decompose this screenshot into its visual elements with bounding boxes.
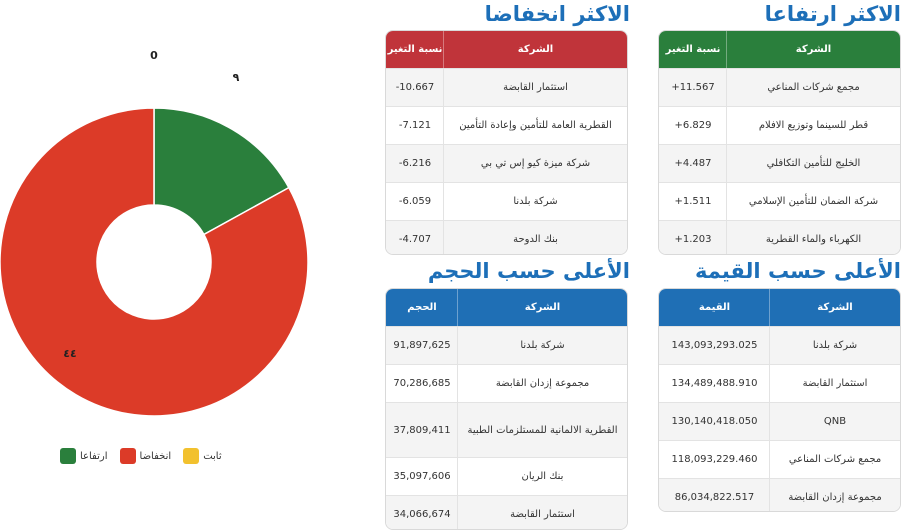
table-row[interactable]: استثمار القابضة 34,066,674 (386, 495, 627, 529)
value-cell: 37,809,411 (387, 403, 458, 457)
company-cell: بنك الريان (521, 471, 564, 482)
table-row[interactable]: مجموعة إزدان القابضة 86,034,822.517 (659, 478, 900, 511)
company-cell: مجموعة إزدان القابضة (788, 491, 882, 503)
legend-swatch-flat (183, 448, 200, 464)
legend-item-down[interactable]: انخفاضا (119, 448, 172, 464)
slice-up[interactable] (153, 107, 290, 236)
company-cell: الخليج للتأمين التكافلي (766, 158, 861, 169)
company-cell: استثمار القابضة (802, 378, 868, 389)
value-cell: 70,286,685 (387, 365, 458, 402)
table-row[interactable]: الخليج للتأمين التكافلي +4.487 (659, 144, 900, 182)
value-cell: 35,097,606 (387, 458, 458, 495)
market-breadth-donut-chart: ٩ ٤٤ 0 (0, 49, 309, 417)
table-row[interactable]: شركة بلدنا 143,093,293.025 (659, 326, 900, 364)
slice-label-up: ٩ (233, 71, 240, 84)
table-row[interactable]: شركة بلدنا -6.059 (386, 182, 627, 220)
by-volume-col-volume: الحجم (387, 289, 458, 326)
table-row[interactable]: استثمار القابضة 134,489,488.910 (659, 364, 900, 402)
company-cell: مجمع شركات المناعي (767, 82, 860, 93)
company-cell: شركة بلدنا (513, 196, 558, 207)
company-cell: شركة بلدنا (520, 340, 565, 351)
by-value-rows: شركة بلدنا 143,093,293.025 استثمار القابض… (659, 326, 900, 511)
by-value-title: الأعلى حسب القيمة (695, 259, 901, 283)
value-cell: +4.487 (660, 145, 727, 182)
value-cell: -4.707 (387, 221, 444, 254)
company-cell: الكهرباء والماء القطرية (765, 233, 862, 245)
company-cell: مجموعة إزدان القابضة (495, 378, 590, 389)
table-row[interactable]: شركة ميزة كيو إس تي بي -6.216 (386, 144, 627, 182)
by-value-col-company: الشركة (817, 302, 853, 313)
slice-down[interactable] (0, 107, 309, 417)
company-cell: بنك الدوحة (513, 233, 558, 245)
table-row[interactable]: مجمع شركات المناعي +11.567 (659, 68, 900, 106)
value-cell: -10.667 (387, 69, 444, 106)
gainers-col-company: الشركة (795, 44, 832, 55)
losers-table: الشركة نسبة التغير استثمار القابضة -10.66… (385, 30, 628, 255)
by-volume-table: الشركة الحجم شركة بلدنا 91,897,625 مجموعة… (385, 288, 628, 530)
table-row[interactable]: بنك الدوحة -4.707 (386, 220, 627, 254)
value-cell: -6.059 (387, 183, 444, 220)
company-cell: QNB (823, 416, 847, 427)
gainers-rows: مجمع شركات المناعي +11.567 قطر للسينما وت… (659, 68, 900, 254)
legend-label-down: انخفاضا (139, 450, 172, 462)
gainers-title: الاكثر ارتفاعا (764, 2, 901, 26)
legend-label-flat: ثابت (203, 450, 222, 462)
value-cell: +6.829 (660, 107, 727, 144)
value-cell: 143,093,293.025 (660, 327, 770, 364)
value-cell: +1.203 (660, 221, 727, 254)
legend-swatch-down (119, 448, 136, 464)
by-volume-rows: شركة بلدنا 91,897,625 مجموعة إزدان القابض… (386, 326, 627, 529)
value-cell: 130,140,418.050 (660, 403, 770, 440)
legend-label-up: ارتفاعا (80, 450, 108, 462)
by-volume-title: الأعلى حسب الحجم (427, 259, 630, 283)
losers-rows: استثمار القابضة -10.667 القطرية العامة لل… (386, 68, 627, 254)
table-row[interactable]: بنك الريان 35,097,606 (386, 457, 627, 495)
by-volume-col-company: الشركة (524, 302, 561, 313)
value-cell: 91,897,625 (387, 327, 458, 364)
value-cell: 134,489,488.910 (660, 365, 770, 402)
gainers-table: الشركة نسبة التغير مجمع شركات المناعي +11… (658, 30, 901, 255)
table-row[interactable]: القطرية العامة للتأمين وإعادة التأمين -7.… (386, 106, 627, 144)
losers-title: الاكثر انخفاضا (484, 2, 630, 26)
slice-label-down: ٤٤ (63, 347, 76, 360)
chart-legend: ارتفاعا انخفاضا ثابت (60, 448, 222, 464)
table-row[interactable]: قطر للسينما وتوزيع الافلام +6.829 (659, 106, 900, 144)
losers-col-company: الشركة (517, 44, 554, 55)
value-cell: +11.567 (660, 69, 727, 106)
company-cell: شركة ميزة كيو إس تي بي (480, 158, 591, 169)
table-row[interactable]: استثمار القابضة -10.667 (386, 68, 627, 106)
legend-item-flat[interactable]: ثابت (183, 448, 222, 464)
by-value-table: الشركة القيمة شركة بلدنا 143,093,293.025 … (658, 288, 901, 512)
value-cell: -6.216 (387, 145, 444, 182)
table-row[interactable]: شركة الضمان للتأمين الإسلامي +1.511 (659, 182, 900, 220)
table-row[interactable]: مجمع شركات المناعي 118,093,229.460 (659, 440, 900, 478)
value-cell: 34,066,674 (387, 496, 458, 529)
value-cell: +1.511 (660, 183, 727, 220)
company-cell: استثمار القابضة (503, 82, 568, 93)
legend-swatch-up (60, 448, 76, 464)
company-cell: شركة الضمان للتأمين الإسلامي (748, 196, 879, 207)
company-cell: قطر للسينما وتوزيع الافلام (758, 120, 869, 131)
company-cell: استثمار القابضة (510, 508, 575, 520)
table-row[interactable]: القطرية الالمانية للمستلزمات الطبية 37,80… (386, 402, 627, 457)
company-cell: القطرية العامة للتأمين وإعادة التأمين (459, 120, 612, 131)
losers-col-change: نسبة التغير (387, 31, 444, 68)
company-cell: مجمع شركات المناعي (788, 454, 882, 465)
company-cell: شركة بلدنا (812, 340, 858, 351)
value-cell: 118,093,229.460 (660, 441, 770, 478)
by-value-col-value: القيمة (660, 289, 770, 326)
slice-label-flat: 0 (150, 49, 158, 62)
company-cell: القطرية الالمانية للمستلزمات الطبية (467, 424, 618, 436)
table-row[interactable]: شركة بلدنا 91,897,625 (386, 326, 627, 364)
gainers-col-change: نسبة التغير (660, 31, 727, 68)
table-row[interactable]: الكهرباء والماء القطرية +1.203 (659, 220, 900, 254)
value-cell: -7.121 (387, 107, 444, 144)
value-cell: 86,034,822.517 (660, 479, 770, 511)
table-row[interactable]: مجموعة إزدان القابضة 70,286,685 (386, 364, 627, 402)
table-row[interactable]: QNB 130,140,418.050 (659, 402, 900, 440)
legend-item-up[interactable]: ارتفاعا (60, 448, 108, 464)
